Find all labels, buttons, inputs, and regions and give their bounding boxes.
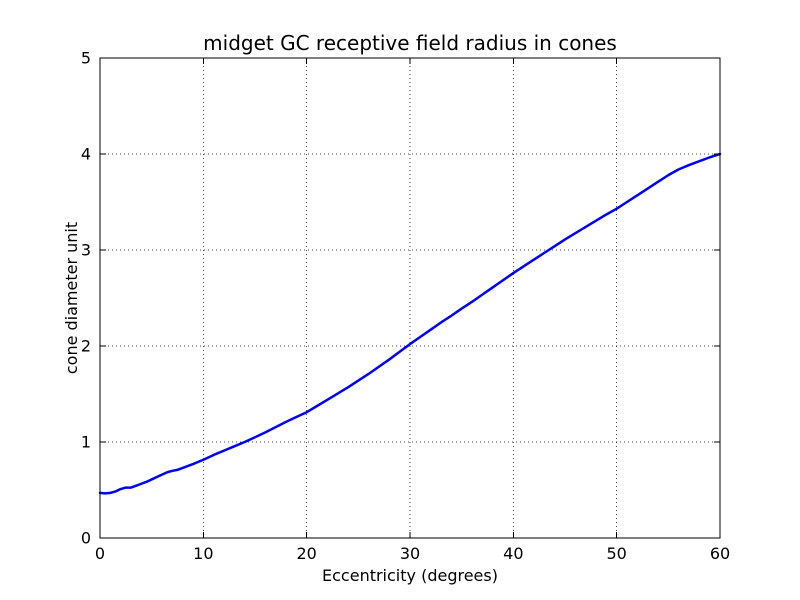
y-tick-label: 5 <box>81 49 91 68</box>
y-tick-label: 3 <box>81 241 91 260</box>
x-tick-label: 0 <box>95 544 105 563</box>
x-tick-label: 50 <box>606 544 626 563</box>
y-axis-label: cone diameter unit <box>62 221 81 375</box>
data-line <box>98 152 722 495</box>
x-tick-label: 20 <box>296 544 316 563</box>
x-tick-label: 30 <box>400 544 420 563</box>
y-tick-label: 0 <box>81 529 91 548</box>
x-axis-label: Eccentricity (degrees) <box>322 566 498 585</box>
y-tick-label: 1 <box>81 433 91 452</box>
chart-title: midget GC receptive field radius in cone… <box>203 31 617 55</box>
y-tick-label: 2 <box>81 337 91 356</box>
x-tick-label: 40 <box>503 544 523 563</box>
y-tick-label: 4 <box>81 145 91 164</box>
x-tick-label: 10 <box>193 544 213 563</box>
x-tick-label: 60 <box>710 544 730 563</box>
